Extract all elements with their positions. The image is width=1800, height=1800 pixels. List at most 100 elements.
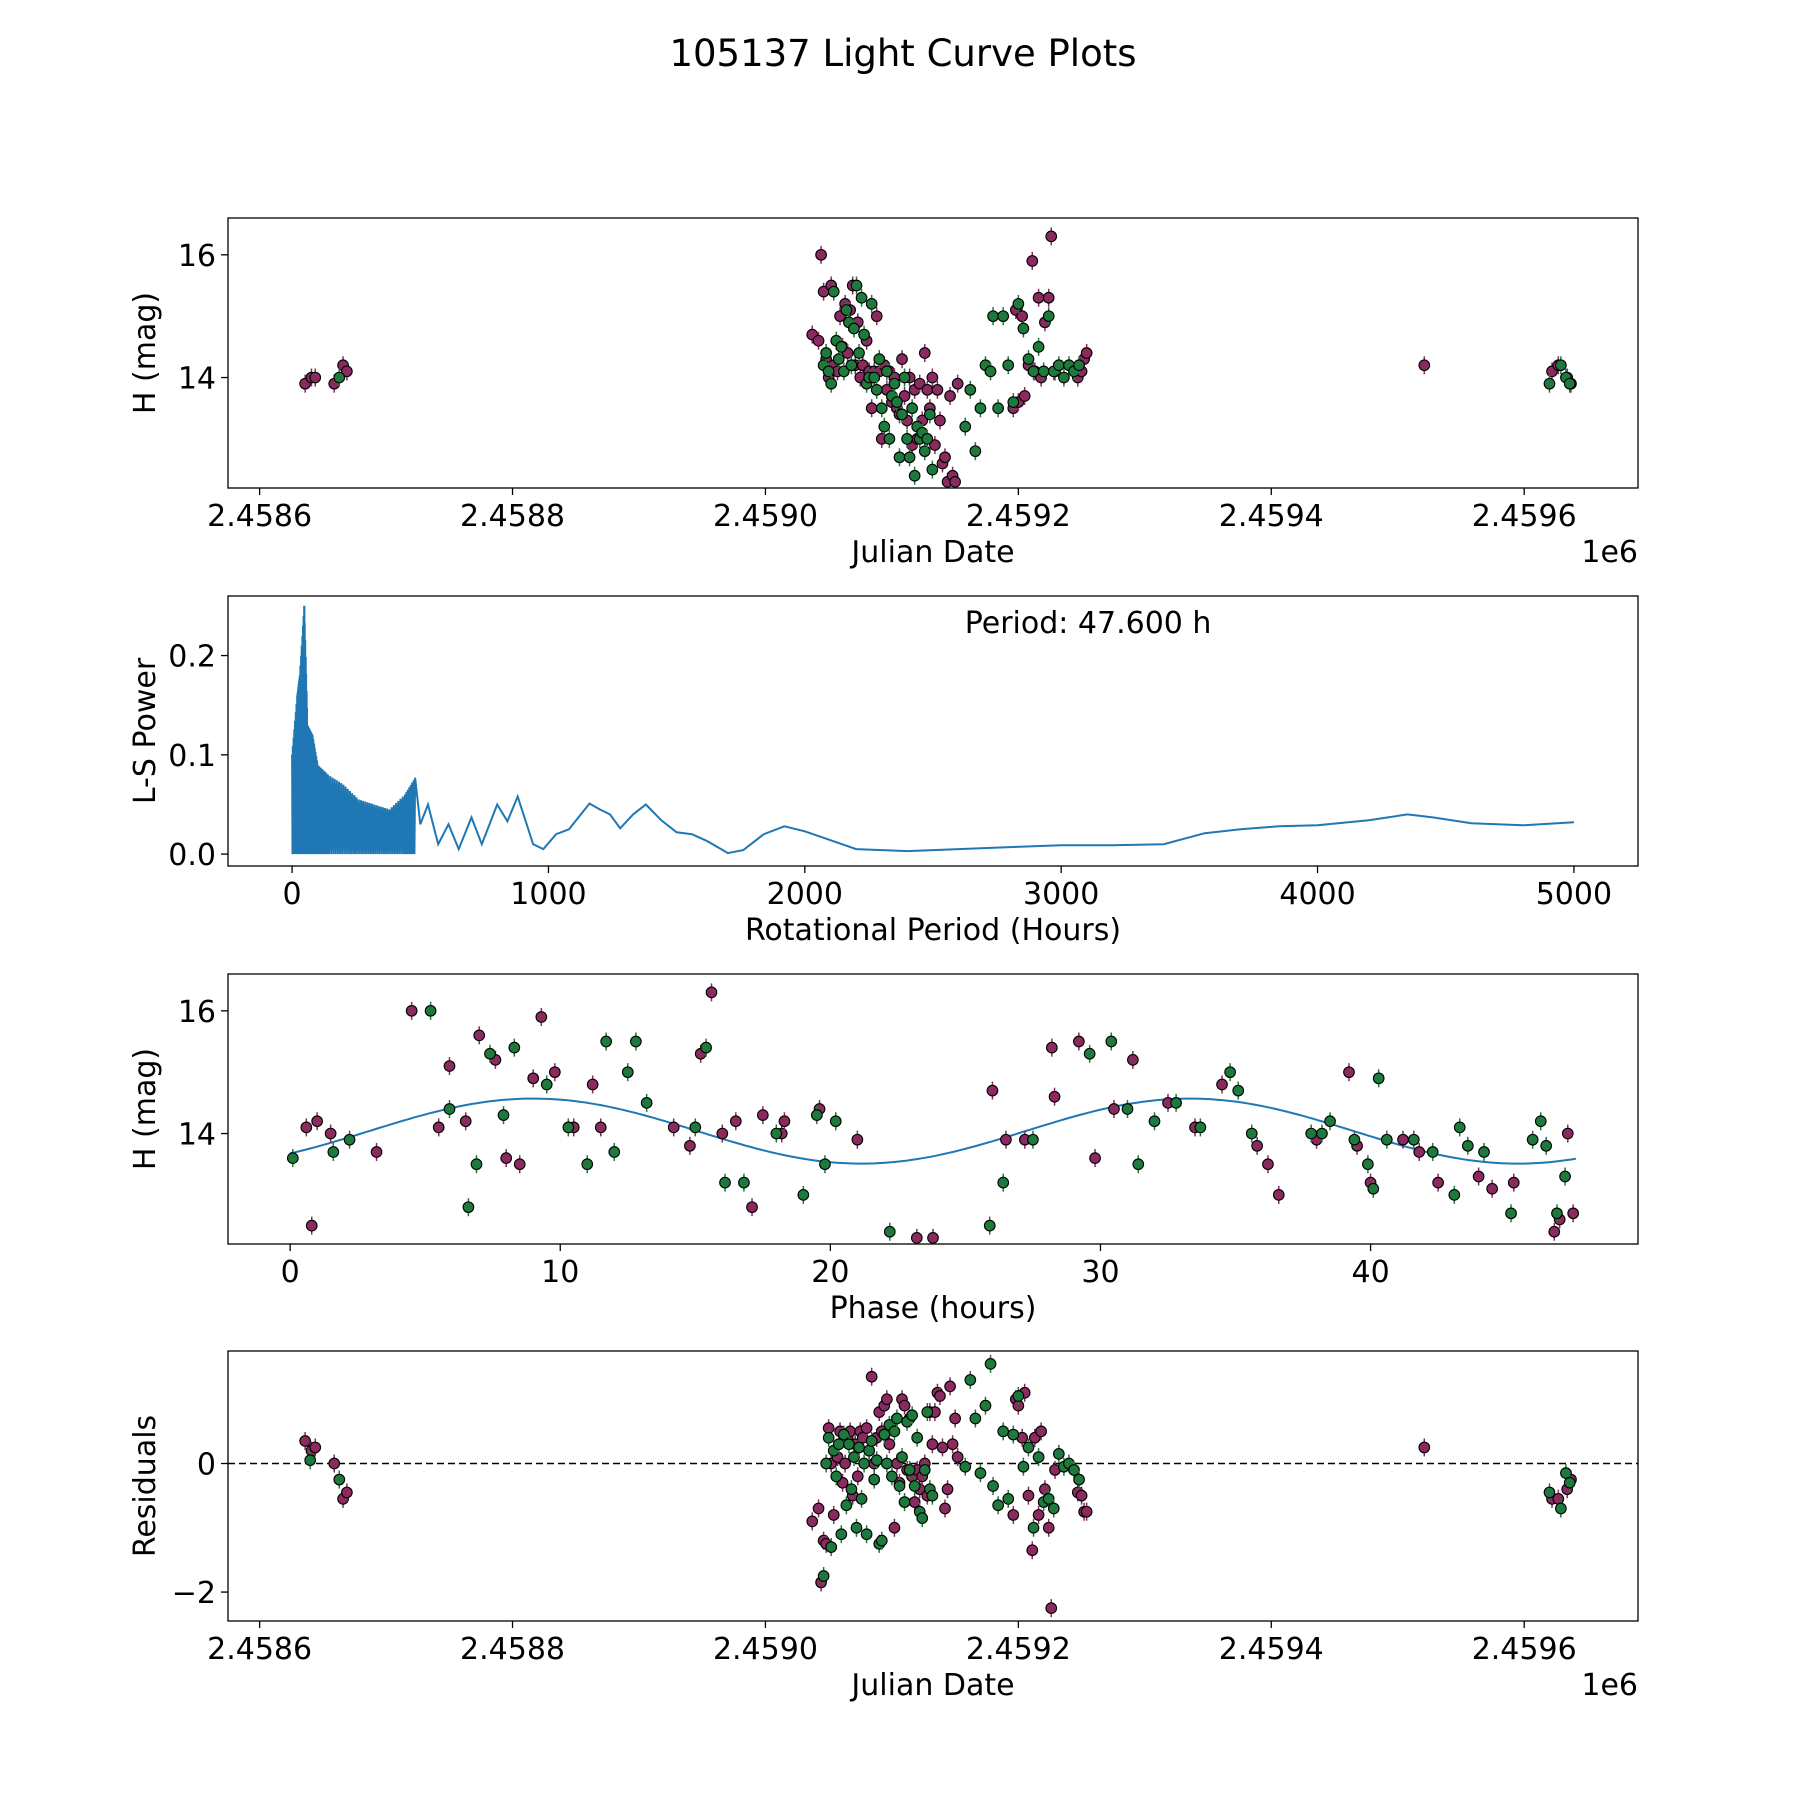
x-tick-label: 2.4592 [966, 1632, 1071, 1667]
data-point-green [1012, 1390, 1025, 1402]
data-point-magenta [898, 1399, 911, 1412]
data-point-magenta [951, 1451, 964, 1463]
data-point-green [1052, 359, 1065, 372]
data-point-green [1407, 1133, 1420, 1146]
data-point-magenta [1343, 1066, 1355, 1079]
axes-frame [227, 973, 1639, 1245]
data-point-magenta [1548, 1225, 1561, 1238]
data-point-green [304, 1454, 317, 1467]
data-point-magenta [1272, 1189, 1285, 1201]
y-axis-label: H (mag) [128, 292, 163, 414]
data-point-green [700, 1041, 712, 1054]
data-point-magenta [309, 371, 322, 384]
data-point-magenta [1486, 1182, 1498, 1195]
data-point-green [893, 451, 906, 464]
data-point-magenta [1567, 1207, 1580, 1220]
x-tick-label: 2.4590 [713, 499, 818, 534]
data-point-green [1362, 1158, 1374, 1171]
data-point-green [640, 1097, 653, 1109]
data-point-green [883, 1225, 896, 1238]
plot-area [286, 983, 1580, 1244]
panel-periodogram: 0 1000 2000 3000 4000 5000 0.0 0.1 0.2 Rotational… [128, 595, 1639, 948]
data-point-green [979, 1399, 992, 1412]
data-point-green [1017, 322, 1030, 335]
sinusoid-fit-line [289, 1097, 1577, 1165]
data-point-green [484, 1047, 496, 1060]
data-point-green [1002, 359, 1015, 372]
data-point-magenta [535, 1011, 548, 1023]
plot-area [228, 1354, 1638, 1618]
y-tick-label: 14 [178, 1118, 216, 1153]
data-point-magenta [827, 1509, 840, 1521]
data-point-green [1543, 1486, 1556, 1499]
data-point-magenta [405, 1004, 418, 1017]
x-tick-label: 2.4590 [713, 1632, 818, 1667]
data-point-magenta [1045, 230, 1058, 243]
data-point-magenta [500, 1152, 513, 1164]
axes-frame [227, 217, 1639, 489]
data-point-green [926, 1489, 939, 1502]
data-point-green [918, 1464, 931, 1476]
x-tick-label: 3000 [1023, 877, 1099, 912]
x-axis-label: Julian Date [849, 535, 1014, 570]
data-point-magenta [939, 1502, 951, 1515]
data-point-green [738, 1176, 750, 1189]
data-point-magenta [1432, 1176, 1444, 1189]
data-point-green [992, 402, 1004, 415]
data-point-green [906, 402, 918, 415]
data-point-magenta [513, 1158, 526, 1171]
x-tick-label: 2.4596 [1472, 1632, 1577, 1667]
data-point-magenta [910, 1232, 923, 1244]
data-point-green [1002, 1493, 1015, 1505]
data-point-magenta [1045, 1602, 1058, 1614]
data-point-magenta [1046, 1041, 1058, 1054]
data-point-green [959, 1460, 972, 1473]
data-point-green [893, 1480, 906, 1492]
data-point-magenta [324, 1127, 337, 1140]
data-point-magenta [812, 1502, 825, 1515]
data-point-green [987, 310, 999, 323]
y-tick-label: 16 [178, 239, 216, 274]
axes-frame [227, 1350, 1639, 1622]
data-point-green [901, 433, 913, 445]
data-point-magenta [1127, 1054, 1139, 1066]
data-point-green [984, 1358, 997, 1370]
x-tick-label: 0 [281, 1255, 300, 1290]
data-point-green [923, 408, 936, 421]
plot-area [291, 605, 1574, 855]
data-point-green [286, 1152, 299, 1164]
data-point-magenta [944, 390, 956, 402]
data-point-green [969, 445, 982, 458]
x-offset-label: 1e6 [1581, 535, 1638, 570]
data-point-green [832, 353, 845, 365]
data-point-magenta [1026, 255, 1039, 267]
data-point-green [1555, 1502, 1567, 1515]
y-tick-label: 0.2 [168, 640, 216, 675]
data-point-green [840, 1499, 853, 1512]
x-offset-label: 1e6 [1581, 1668, 1638, 1703]
data-point-magenta [926, 1438, 939, 1451]
data-point-green [848, 1451, 860, 1463]
data-point-green [916, 1512, 929, 1524]
data-point-green [497, 1109, 510, 1121]
data-point-magenta [851, 1470, 864, 1483]
data-point-green [868, 371, 881, 384]
data-point-green [827, 285, 840, 298]
data-point-magenta [778, 1115, 791, 1128]
data-point-green [1073, 1473, 1085, 1486]
x-tick-label: 5000 [1536, 877, 1612, 912]
data-point-green [845, 359, 858, 372]
data-point-magenta [898, 390, 911, 402]
data-point-magenta [1018, 390, 1031, 402]
y-tick-label: 0.0 [168, 838, 216, 873]
data-point-green [470, 1158, 483, 1171]
data-point-green [1505, 1207, 1517, 1220]
data-point-green [835, 341, 848, 353]
data-point-green [997, 1425, 1010, 1438]
data-point-magenta [667, 1121, 680, 1134]
y-axis-label: Residuals [128, 1415, 163, 1557]
data-point-green [898, 371, 911, 384]
data-point-magenta [1042, 1521, 1055, 1534]
data-point-green [974, 1467, 987, 1479]
